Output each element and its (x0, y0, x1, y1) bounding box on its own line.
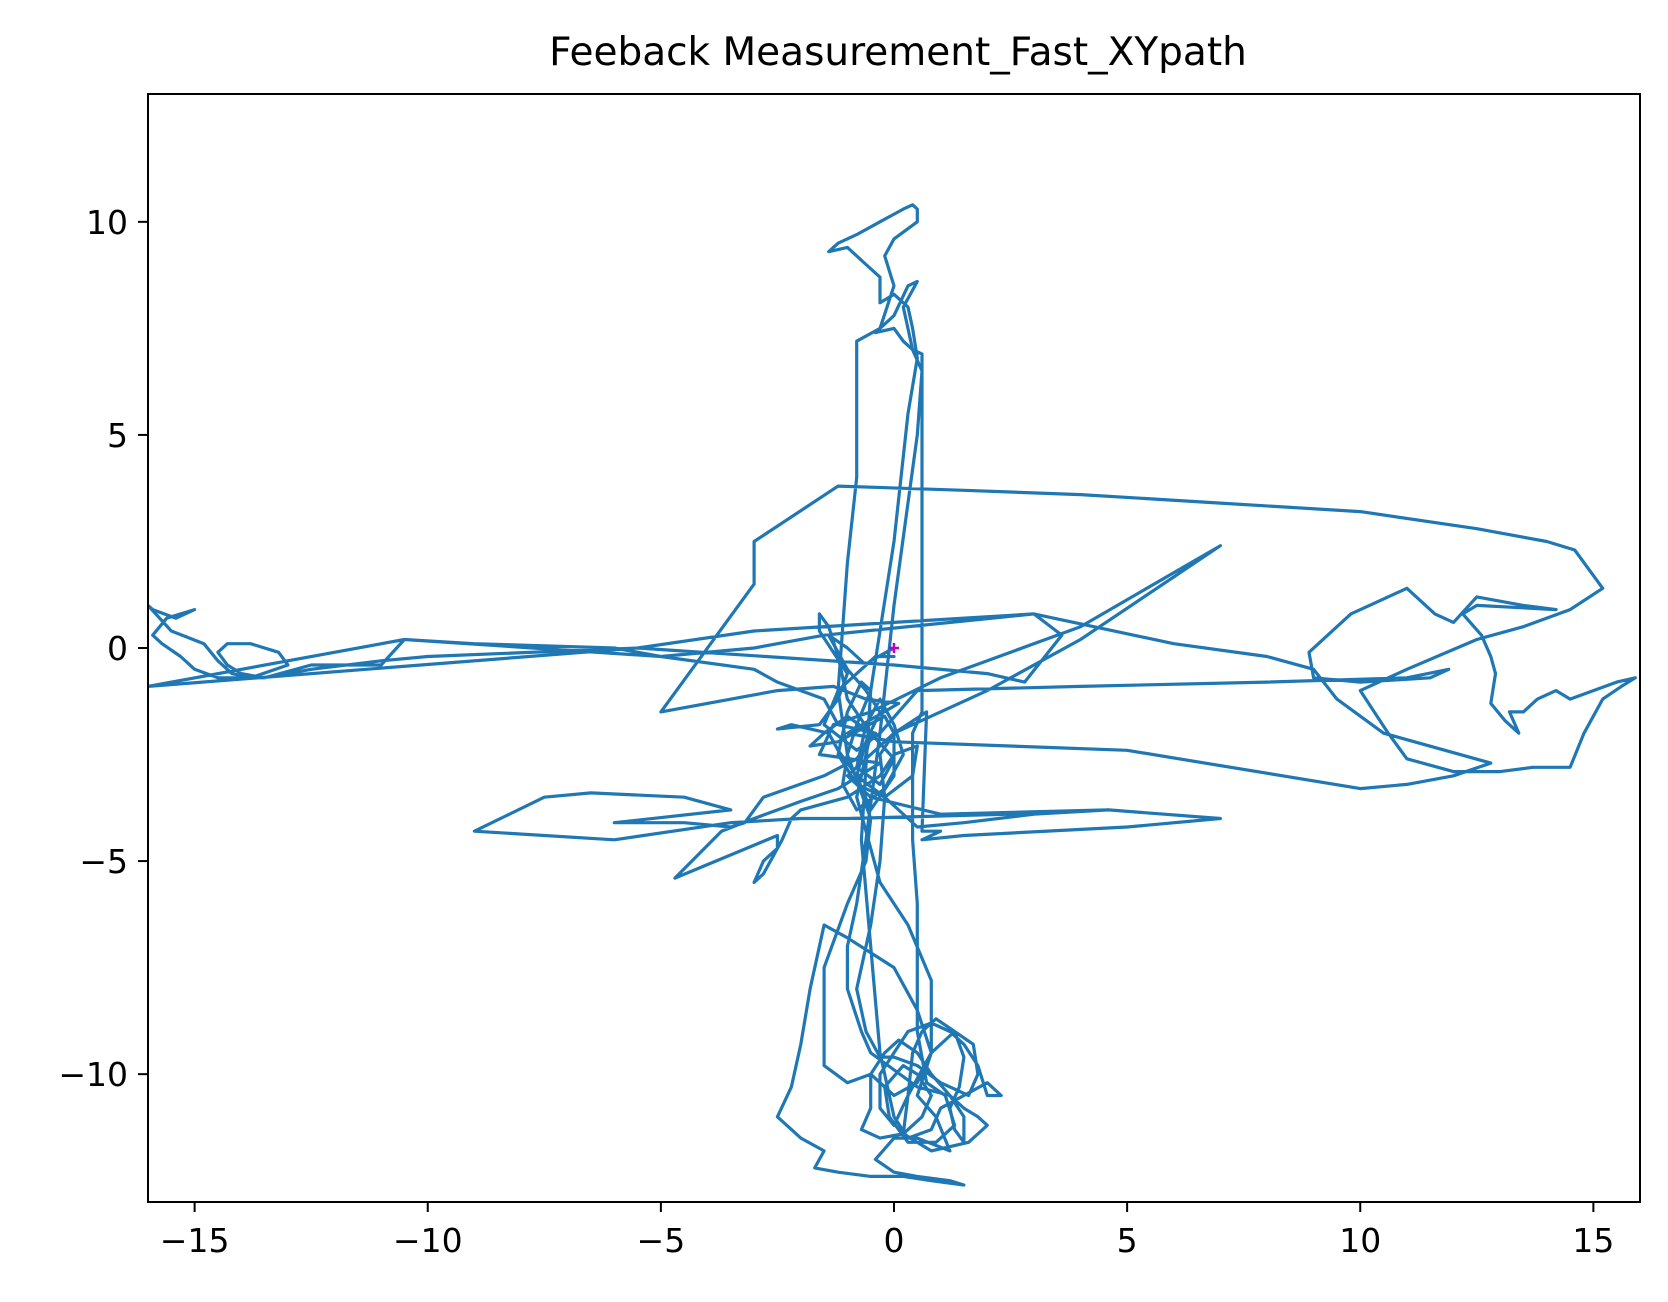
series-line-0 (148, 203, 1637, 1187)
y-tick-label: −10 (58, 1055, 128, 1094)
y-tick-label: 5 (107, 416, 128, 455)
chart-title: Feeback Measurement_Fast_XYpath (549, 30, 1247, 75)
marker-layer (889, 643, 899, 653)
x-tick-label: 0 (884, 1221, 905, 1260)
y-axis: 10 5 0 −5 −10 (58, 203, 148, 1094)
x-tick-label: 10 (1339, 1221, 1381, 1260)
x-tick-label: −5 (637, 1221, 686, 1260)
x-axis: −15 −10 −5 0 5 10 15 (160, 1202, 1614, 1260)
x-tick-label: 15 (1572, 1221, 1614, 1260)
y-tick-label: 0 (107, 629, 128, 668)
x-tick-label: 5 (1117, 1221, 1138, 1260)
x-tick-label: −10 (393, 1221, 463, 1260)
x-tick-label: −15 (160, 1221, 230, 1260)
origin-marker (889, 643, 899, 653)
y-tick-label: 10 (86, 203, 128, 242)
series-layer (148, 203, 1637, 1187)
y-tick-label: −5 (79, 842, 128, 881)
